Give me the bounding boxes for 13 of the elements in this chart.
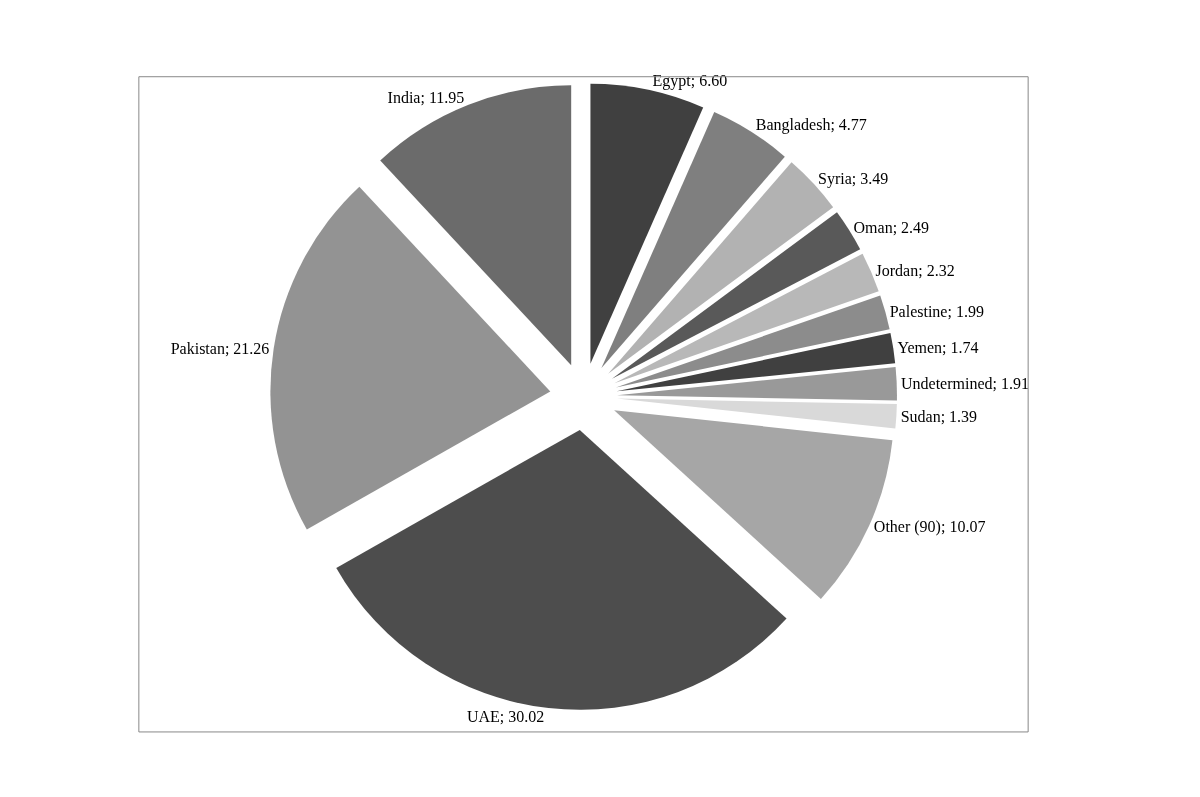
slice-label: Palestine; 1.99: [889, 303, 984, 321]
slice-label: Yemen; 1.74: [897, 339, 979, 357]
slice-label: India; 11.95: [387, 88, 465, 106]
slice-label: Syria; 3.49: [818, 170, 889, 189]
slice-label: Other (90); 10.07: [873, 517, 986, 536]
slice-label: Jordan; 2.32: [875, 262, 955, 280]
slice-label: Sudan; 1.39: [900, 407, 978, 425]
slice-label: Oman; 2.49: [853, 219, 930, 237]
slice-label: Bangladesh; 4.77: [755, 116, 867, 135]
slice-label: Undetermined; 1.91: [900, 375, 1029, 393]
slice-label: Pakistan; 21.26: [170, 340, 270, 358]
slice-label: UAE; 30.02: [466, 707, 545, 725]
slice-label: Egypt; 6.60: [652, 72, 728, 91]
